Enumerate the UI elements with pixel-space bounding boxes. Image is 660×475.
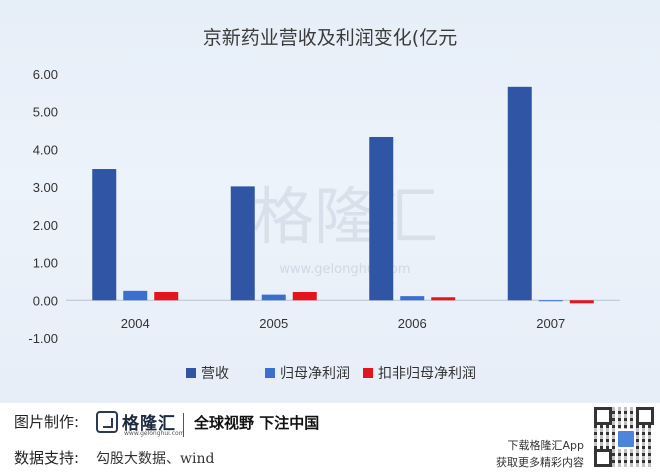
footer: 图片制作: 格隆汇 www.gelonghui.com 全球视野 下注中国 数据… <box>0 403 660 475</box>
app-download-text: 下载格隆汇App <box>507 439 585 452</box>
bar-扣非归母净利润-2006 <box>431 297 456 301</box>
bar-chart: 京新药业营收及利润变化(亿元格隆汇www.gelonghui.com6.005.… <box>28 27 620 382</box>
bar-营收-2006 <box>369 136 394 301</box>
chart-title: 京新药业营收及利润变化(亿元 <box>203 27 457 49</box>
bar-营收-2007 <box>507 86 532 301</box>
data-support-value: 勾股大数据、wind <box>96 451 215 467</box>
chart-area: 京新药业营收及利润变化(亿元 格隆汇 www.gelonghui.com 6.00 5.… <box>0 0 660 403</box>
bar-归母净利润-2006 <box>400 296 425 301</box>
bar-扣非归母净利润-2007 <box>569 300 594 304</box>
x-tick-label: 2004 <box>121 316 150 331</box>
x-tick-label: 2007 <box>536 316 565 331</box>
qr-code-icon[interactable] <box>594 407 654 467</box>
y-tick-label: 1.00 <box>33 256 58 271</box>
bar-扣非归母净利润-2005 <box>292 291 317 301</box>
bar-扣非归母净利润-2004 <box>154 291 179 301</box>
bar-营收-2005 <box>230 186 255 301</box>
y-tick-label: 4.00 <box>33 142 58 157</box>
bar-归母净利润-2004 <box>123 290 148 301</box>
x-tick-label: 2006 <box>398 316 427 331</box>
y-tick-label: 3.00 <box>33 180 58 195</box>
legend-label: 营收 <box>201 366 229 382</box>
y-tick-label: 0.00 <box>33 293 58 308</box>
y-tick-label: 5.00 <box>33 105 58 120</box>
brand-name: 格隆汇 <box>122 414 176 434</box>
y-tick-label: -1.00 <box>28 331 58 346</box>
slogan: 全球视野 下注中国 <box>194 414 320 432</box>
divider <box>183 413 184 437</box>
y-tick-label: 2.00 <box>33 218 58 233</box>
bar-归母净利润-2005 <box>261 294 286 301</box>
legend-swatch <box>265 368 275 378</box>
bar-归母净利润-2007 <box>538 300 563 302</box>
legend-swatch <box>186 368 196 378</box>
brand-logo: 格隆汇 www.gelonghui.com <box>96 409 185 437</box>
legend-label: 归母净利润 <box>280 365 350 382</box>
y-tick-label: 6.00 <box>33 67 58 82</box>
data-support-label: 数据支持: <box>14 449 80 467</box>
watermark-text: 格隆汇 <box>252 180 438 253</box>
bar-营收-2004 <box>92 169 117 301</box>
legend-swatch <box>363 368 373 378</box>
app-sub-text: 获取更多精彩内容 <box>496 456 584 469</box>
brand-logo-icon <box>96 411 118 433</box>
made-by-label: 图片制作: <box>14 413 80 431</box>
legend-label: 扣非归母净利润 <box>378 365 476 382</box>
x-tick-label: 2005 <box>259 316 288 331</box>
brand-url: www.gelonghui.com <box>124 430 185 437</box>
